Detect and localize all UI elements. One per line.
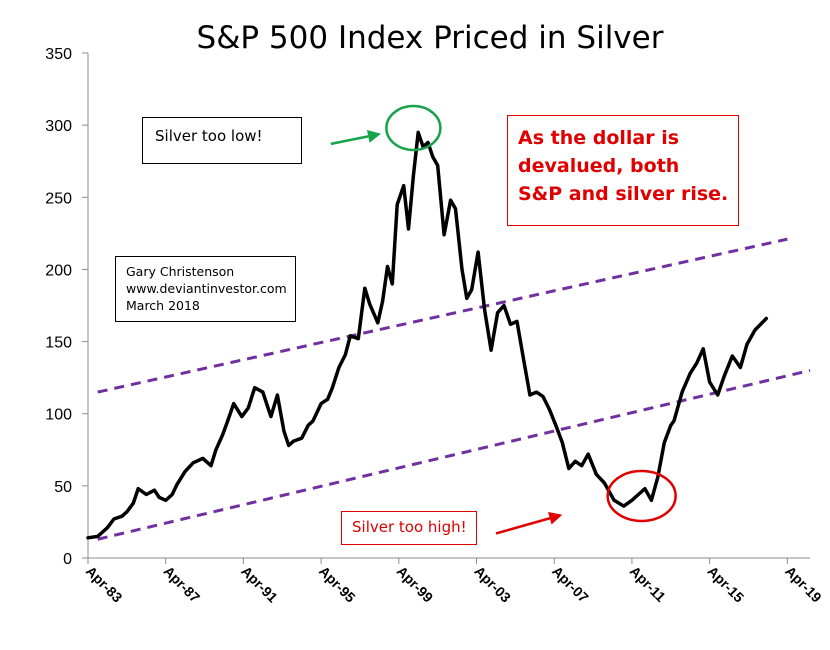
silver-too-low-box: Silver too low!	[142, 117, 302, 164]
arrow-to-peak-head	[366, 129, 382, 143]
axes	[82, 52, 810, 564]
trend-lines	[97, 237, 811, 541]
x-tick-label: Apr-19	[782, 563, 825, 606]
x-tick-label: Apr-95	[316, 563, 359, 606]
credit-box: Gary Christenson www.deviantinvestor.com…	[115, 256, 296, 322]
silver-too-high-label: Silver too high!	[352, 518, 467, 536]
dollar-line-3: S&P and silver rise.	[518, 183, 729, 205]
dollar-line-2: devalued, both	[518, 155, 680, 177]
x-tick-label: Apr-83	[83, 563, 126, 606]
y-tick-label: 150	[45, 335, 72, 352]
series-line	[86, 130, 769, 540]
dollar-devalued-box: As the dollar is devalued, both S&P and …	[507, 115, 739, 226]
dollar-line-1: As the dollar is	[518, 127, 680, 149]
y-tick-label: 350	[45, 46, 72, 63]
credit-date: March 2018	[126, 298, 200, 313]
arrow-to-peak	[330, 135, 369, 146]
y-tick-label: 50	[54, 479, 72, 496]
x-tick-label: Apr-15	[705, 563, 748, 606]
silver-too-low-label: Silver too low!	[155, 127, 263, 145]
x-tick-label: Apr-99	[394, 563, 437, 606]
arrow-to-trough	[495, 517, 551, 535]
y-tick-label: 100	[45, 407, 72, 424]
trough-circle	[606, 469, 677, 523]
x-tick-label: Apr-91	[238, 563, 281, 606]
x-tick-label: Apr-87	[161, 563, 204, 606]
y-tick-label: 0	[63, 551, 72, 568]
x-tick-label: Apr-07	[549, 563, 592, 606]
x-tick-label: Apr-11	[627, 563, 669, 605]
credit-author: Gary Christenson	[126, 264, 235, 279]
y-tick-label: 200	[45, 262, 72, 279]
arrow-to-trough-head	[548, 511, 563, 525]
series-group	[86, 130, 769, 540]
trend-line	[97, 368, 811, 541]
chart-title: S&P 500 Index Priced in Silver	[197, 20, 664, 56]
peak-circle	[385, 104, 442, 152]
y-tick-label: 250	[45, 190, 72, 207]
credit-website: www.deviantinvestor.com	[126, 281, 287, 296]
overlays	[330, 104, 677, 535]
silver-too-high-box: Silver too high!	[341, 511, 477, 545]
x-tick-label: Apr-03	[471, 563, 514, 606]
y-tick-label: 300	[45, 118, 72, 135]
